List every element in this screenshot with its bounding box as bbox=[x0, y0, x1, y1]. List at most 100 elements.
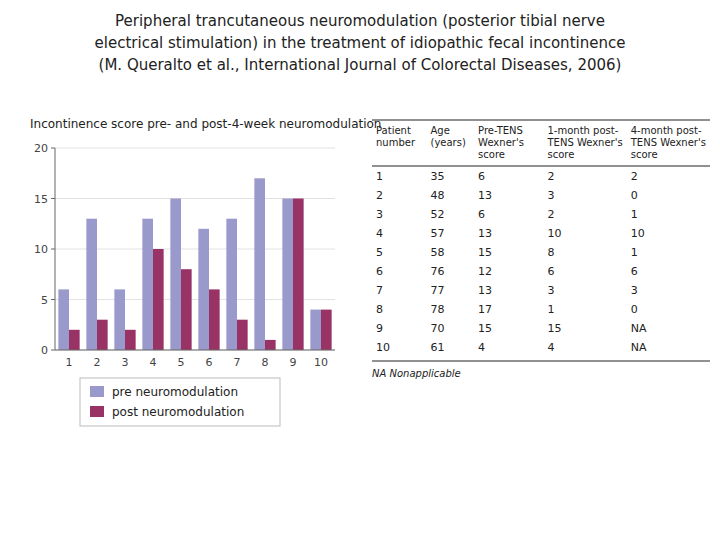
table-cell: 8 bbox=[547, 246, 554, 259]
y-tick-label: 20 bbox=[34, 142, 48, 155]
table-header: 1-month post-TENS Wexner'sscore bbox=[546, 125, 622, 160]
table-cell: 0 bbox=[631, 189, 638, 202]
title: (M. Queralto et al., International Journ… bbox=[99, 56, 622, 74]
table-cell: 6 bbox=[631, 265, 638, 278]
x-tick-label: 4 bbox=[150, 356, 157, 369]
bar bbox=[282, 199, 293, 351]
x-tick-label: 7 bbox=[234, 356, 241, 369]
legend-box bbox=[80, 378, 280, 426]
table-cell: 6 bbox=[547, 265, 554, 278]
legend-label: pre neuromodulation bbox=[112, 385, 238, 399]
subtitle: Incontinence score pre- and post-4-week … bbox=[30, 117, 381, 131]
table-header-line: 4-month post- bbox=[631, 125, 702, 136]
table-rule bbox=[372, 166, 710, 167]
y-tick-label: 15 bbox=[34, 193, 48, 206]
table-cell: 2 bbox=[631, 170, 638, 183]
x-tick-label: 1 bbox=[66, 356, 73, 369]
x-tick-label: 8 bbox=[262, 356, 269, 369]
table-cell: 5 bbox=[376, 246, 383, 259]
table-cell: 76 bbox=[431, 265, 445, 278]
table-cell: 17 bbox=[478, 303, 492, 316]
table-cell: 3 bbox=[376, 208, 383, 221]
table-cell: 2 bbox=[376, 189, 383, 202]
bar bbox=[198, 229, 209, 350]
table-header-line: TENS Wexner's bbox=[630, 137, 706, 148]
table-cell: 10 bbox=[631, 227, 645, 240]
table-cell: 4 bbox=[547, 341, 554, 354]
x-tick-label: 5 bbox=[178, 356, 185, 369]
table-cell: 78 bbox=[431, 303, 445, 316]
title: electrical stimulation) in the treatment… bbox=[95, 34, 626, 52]
x-axis bbox=[55, 350, 335, 351]
grid-line bbox=[55, 148, 335, 149]
table-header: Pre-TENSWexner'sscore bbox=[478, 125, 524, 160]
table-cell: 2 bbox=[547, 170, 554, 183]
x-tick-label: 2 bbox=[94, 356, 101, 369]
table-cell: 1 bbox=[631, 246, 638, 259]
table-cell: 1 bbox=[631, 208, 638, 221]
table-cell: 15 bbox=[547, 322, 561, 335]
bar bbox=[321, 310, 332, 350]
bar bbox=[153, 249, 164, 350]
table-cell: 3 bbox=[547, 284, 554, 297]
table-header-line: Age bbox=[431, 125, 450, 136]
bars bbox=[58, 178, 331, 350]
table-cell: 15 bbox=[478, 322, 492, 335]
table-header-line: score bbox=[631, 149, 658, 160]
table-cell: 52 bbox=[431, 208, 445, 221]
table-cell: 13 bbox=[478, 284, 492, 297]
table-cell: 8 bbox=[376, 303, 383, 316]
table-cell: 12 bbox=[478, 265, 492, 278]
table-cell: 13 bbox=[478, 189, 492, 202]
table-cell: 3 bbox=[631, 284, 638, 297]
table-header-line: TENS Wexner's bbox=[546, 137, 622, 148]
y-tick-label: 10 bbox=[34, 243, 48, 256]
table-header-line: Pre-TENS bbox=[478, 125, 523, 136]
bar bbox=[293, 199, 304, 351]
table-cell: 61 bbox=[431, 341, 445, 354]
table-cell: 9 bbox=[376, 322, 383, 335]
table-rule bbox=[372, 120, 710, 121]
x-tick-label: 9 bbox=[290, 356, 297, 369]
x-tick-label: 10 bbox=[314, 356, 328, 369]
table-header: Patientnumber bbox=[376, 125, 416, 148]
bar bbox=[125, 330, 136, 350]
chart-root: Peripheral trancutaneous neuromodulation… bbox=[0, 0, 720, 540]
table-header-line: score bbox=[478, 149, 505, 160]
table-rule bbox=[372, 361, 710, 362]
bar bbox=[254, 178, 265, 350]
legend-label: post neuromodulation bbox=[112, 405, 244, 419]
table-cell: 1 bbox=[547, 303, 554, 316]
table-cell: 4 bbox=[478, 341, 485, 354]
table-cell: 10 bbox=[376, 341, 390, 354]
table-cell: 6 bbox=[376, 265, 383, 278]
table-cell: 6 bbox=[478, 170, 485, 183]
table-cell: 0 bbox=[631, 303, 638, 316]
table-cell: 58 bbox=[431, 246, 445, 259]
title: Peripheral trancutaneous neuromodulation… bbox=[115, 12, 605, 30]
x-tick-label: 3 bbox=[122, 356, 129, 369]
table-cell: 15 bbox=[478, 246, 492, 259]
table-cell: 70 bbox=[431, 322, 445, 335]
table-header: 4-month post-TENS Wexner'sscore bbox=[630, 125, 706, 160]
bar bbox=[97, 320, 108, 350]
bar bbox=[58, 289, 69, 350]
bar bbox=[69, 330, 80, 350]
bar bbox=[181, 269, 192, 350]
y-tick-label: 0 bbox=[41, 344, 48, 357]
table-header-line: (years) bbox=[431, 137, 466, 148]
y-axis bbox=[55, 148, 56, 350]
table-cell: 13 bbox=[478, 227, 492, 240]
bar bbox=[142, 219, 153, 350]
table-header: Age(years) bbox=[431, 125, 466, 148]
table-cell: 57 bbox=[431, 227, 445, 240]
table-cell: 1 bbox=[376, 170, 383, 183]
table-cell: 6 bbox=[478, 208, 485, 221]
table-cell: NA bbox=[631, 341, 647, 354]
table-cell: 35 bbox=[431, 170, 445, 183]
table-cell: 7 bbox=[376, 284, 383, 297]
table-header-line: Wexner's bbox=[478, 137, 524, 148]
table-header-line: Patient bbox=[376, 125, 411, 136]
table-cell: 77 bbox=[431, 284, 445, 297]
table-footnote: NA Nonapplicable bbox=[372, 368, 461, 379]
